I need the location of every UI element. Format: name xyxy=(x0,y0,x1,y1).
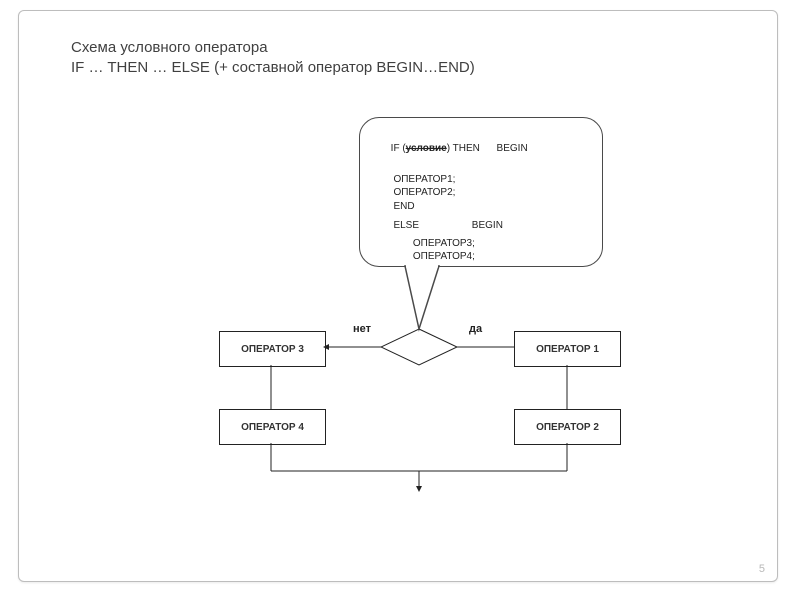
code-line-op2: ОПЕРАТОР2; xyxy=(374,186,588,200)
box-operator-4: ОПЕРАТОР 4 xyxy=(219,409,326,445)
diamond-label: условие xyxy=(401,343,431,352)
code-if-pre: IF ( xyxy=(391,143,406,154)
code-line-end2: END; xyxy=(374,264,588,278)
code-callout: IF (условие) THEN BEGIN ОПЕРАТОР1; ОПЕРА… xyxy=(359,117,603,267)
title-line-2: IF … THEN … ELSE (+ составной оператор B… xyxy=(71,59,475,76)
label-no: нет xyxy=(353,323,371,335)
code-line-if: IF (условие) THEN BEGIN xyxy=(374,128,588,169)
title-line-1: Схема условного оператора xyxy=(71,39,268,56)
code-line-end1: END xyxy=(374,200,588,214)
label-yes: да xyxy=(469,323,482,335)
code-line-op1: ОПЕРАТОР1; xyxy=(374,173,588,187)
slide-frame: Схема условного оператора IF … THEN … EL… xyxy=(18,10,778,582)
box-operator-1: ОПЕРАТОР 1 xyxy=(514,331,621,367)
code-line-else: ELSE BEGIN xyxy=(374,219,588,233)
box-operator-2: ОПЕРАТОР 2 xyxy=(514,409,621,445)
code-if-post: ) THEN BEGIN xyxy=(447,143,528,154)
box-operator-3: ОПЕРАТОР 3 xyxy=(219,331,326,367)
flowchart-svg xyxy=(19,11,779,583)
page-number: 5 xyxy=(759,563,765,575)
code-line-op3: ОПЕРАТОР3; xyxy=(374,237,588,251)
code-if-cond: условие xyxy=(406,143,447,154)
code-line-op4: ОПЕРАТОР4; xyxy=(374,250,588,264)
